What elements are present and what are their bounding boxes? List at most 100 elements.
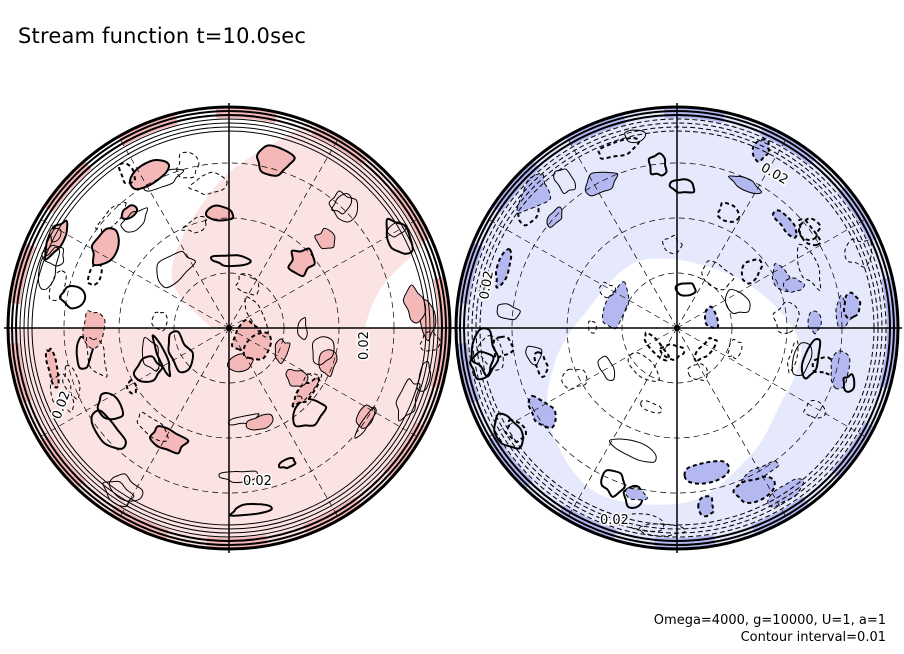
contour-line — [599, 281, 617, 299]
contour-line — [156, 250, 196, 289]
contour-line — [496, 303, 521, 321]
contour-line — [117, 162, 136, 185]
contour-line — [354, 406, 377, 439]
contour-line — [242, 331, 273, 361]
contour-line — [129, 158, 171, 191]
meridian-line — [485, 327, 678, 439]
contour-line — [798, 218, 822, 247]
contour-line — [767, 478, 805, 508]
contour-line — [732, 475, 776, 504]
meridian-line — [37, 327, 230, 439]
contour-line — [659, 343, 686, 361]
contour-line — [120, 207, 149, 233]
contour-line — [525, 345, 543, 366]
contour-line — [477, 335, 504, 371]
hemisphere-outline — [454, 105, 900, 551]
left-hemisphere-panel — [4, 103, 454, 553]
contour-line — [62, 365, 81, 401]
contour-line — [102, 480, 135, 508]
contour-line — [469, 350, 495, 381]
contour-label: 0.02 — [477, 270, 497, 301]
contour-line — [697, 495, 715, 518]
contour-label: 0.02 — [243, 474, 272, 489]
meridian-line — [676, 327, 788, 520]
contour-line — [772, 301, 800, 334]
meridian-line — [676, 136, 788, 329]
meridian-line — [228, 217, 421, 329]
contour-line — [205, 204, 235, 222]
contour-line — [235, 273, 260, 296]
contour-line — [176, 151, 200, 179]
contour-line — [587, 320, 597, 334]
contour-line — [600, 469, 626, 498]
contour-line — [90, 409, 127, 450]
contour-line — [58, 285, 87, 310]
meridian-line — [228, 327, 340, 520]
contour-line — [44, 347, 60, 389]
contour-line — [331, 192, 353, 215]
parameters-note: Omega=4000, g=10000, U=1, a=1 — [653, 613, 886, 628]
contour-line — [141, 336, 160, 372]
pole-marker — [226, 325, 232, 331]
contour-line — [108, 473, 144, 502]
meridian-line — [566, 136, 678, 329]
right-hemisphere-panel — [452, 103, 902, 553]
pole-marker — [674, 325, 680, 331]
contour-line — [627, 352, 660, 382]
contour-line — [328, 190, 359, 223]
contour-line — [209, 254, 252, 268]
contour-line — [86, 261, 103, 287]
contour-line — [96, 392, 125, 421]
contour-line — [277, 457, 297, 470]
contour-line — [830, 350, 851, 390]
hemisphere-outline — [6, 105, 452, 551]
contour-label: 0.02 — [357, 331, 372, 360]
meridian-line — [676, 327, 869, 439]
contour-line — [740, 258, 764, 285]
contour-line — [292, 397, 328, 428]
contour-line — [771, 209, 798, 239]
contour-line — [597, 136, 641, 160]
contour-line — [180, 215, 207, 234]
contour-line — [148, 425, 190, 455]
contour-line — [751, 138, 770, 163]
contour-line — [601, 281, 630, 330]
contour-line — [188, 171, 228, 196]
contour-line — [132, 355, 164, 383]
contour-line — [95, 201, 127, 234]
contour-line — [803, 399, 827, 419]
contour-line — [618, 513, 665, 532]
contour-line — [647, 152, 668, 177]
contour-line — [782, 277, 806, 294]
contour-line — [703, 305, 720, 329]
contour-line — [727, 338, 743, 360]
contour-line — [842, 373, 856, 393]
contour-line — [683, 460, 731, 485]
contour-line — [274, 338, 291, 365]
meridian-line — [566, 327, 678, 520]
contour-line — [395, 378, 421, 422]
meridian-line — [676, 217, 869, 329]
contour-line — [245, 413, 274, 431]
contour-line — [151, 334, 172, 378]
contour-line — [728, 175, 762, 195]
contour-line — [791, 342, 813, 377]
contour-line — [291, 376, 320, 408]
contour-line — [120, 204, 139, 221]
meridian-line — [37, 217, 230, 329]
contour-line — [385, 217, 414, 255]
figure-title: Stream function t=10.0sec — [18, 24, 307, 48]
meridian-line — [228, 136, 340, 329]
contour-line — [167, 330, 195, 374]
contour-line — [402, 284, 427, 324]
contour-line — [533, 351, 550, 378]
contour-line — [527, 394, 557, 430]
meridian-line — [485, 217, 678, 329]
contour-line — [48, 270, 67, 301]
contour-line — [701, 260, 735, 291]
contour-line — [49, 373, 75, 413]
meridian-line — [118, 327, 230, 520]
contour-line — [796, 243, 822, 291]
contour-line — [419, 331, 441, 352]
